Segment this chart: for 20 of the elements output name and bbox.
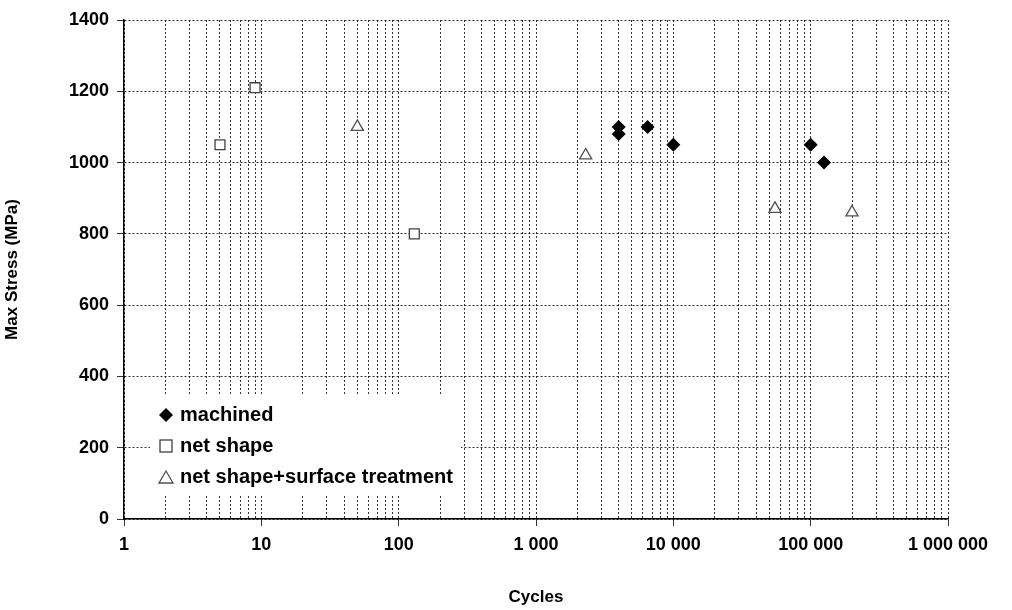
x-tick-label: 10 <box>251 533 272 554</box>
legend-label: machined <box>180 402 274 427</box>
y-tick-label: 400 <box>78 365 109 386</box>
legend-label: net shape+surface treatment <box>180 464 453 489</box>
y-tick-label: 1000 <box>68 151 109 172</box>
y-axis-title: Max Stress (MPa) <box>1 199 21 340</box>
x-tick-label: 1 <box>118 533 130 554</box>
x-tick-label: 10 000 <box>645 533 701 554</box>
legend-label: net shape <box>180 433 274 458</box>
y-tick-label: 200 <box>78 436 109 457</box>
x-tick-label: 1 000 <box>513 533 559 554</box>
x-tick-label: 100 <box>383 533 414 554</box>
y-tick-label: 0 <box>98 507 109 528</box>
x-axis-title: Cycles <box>508 587 564 607</box>
y-tick-label: 1400 <box>68 8 109 29</box>
y-tick-label: 600 <box>78 294 109 315</box>
x-tick-label: 100 000 <box>778 533 844 554</box>
y-tick-label: 800 <box>78 222 109 243</box>
x-tick-label: 1 000 000 <box>907 533 989 554</box>
y-tick-label: 1200 <box>68 80 109 101</box>
